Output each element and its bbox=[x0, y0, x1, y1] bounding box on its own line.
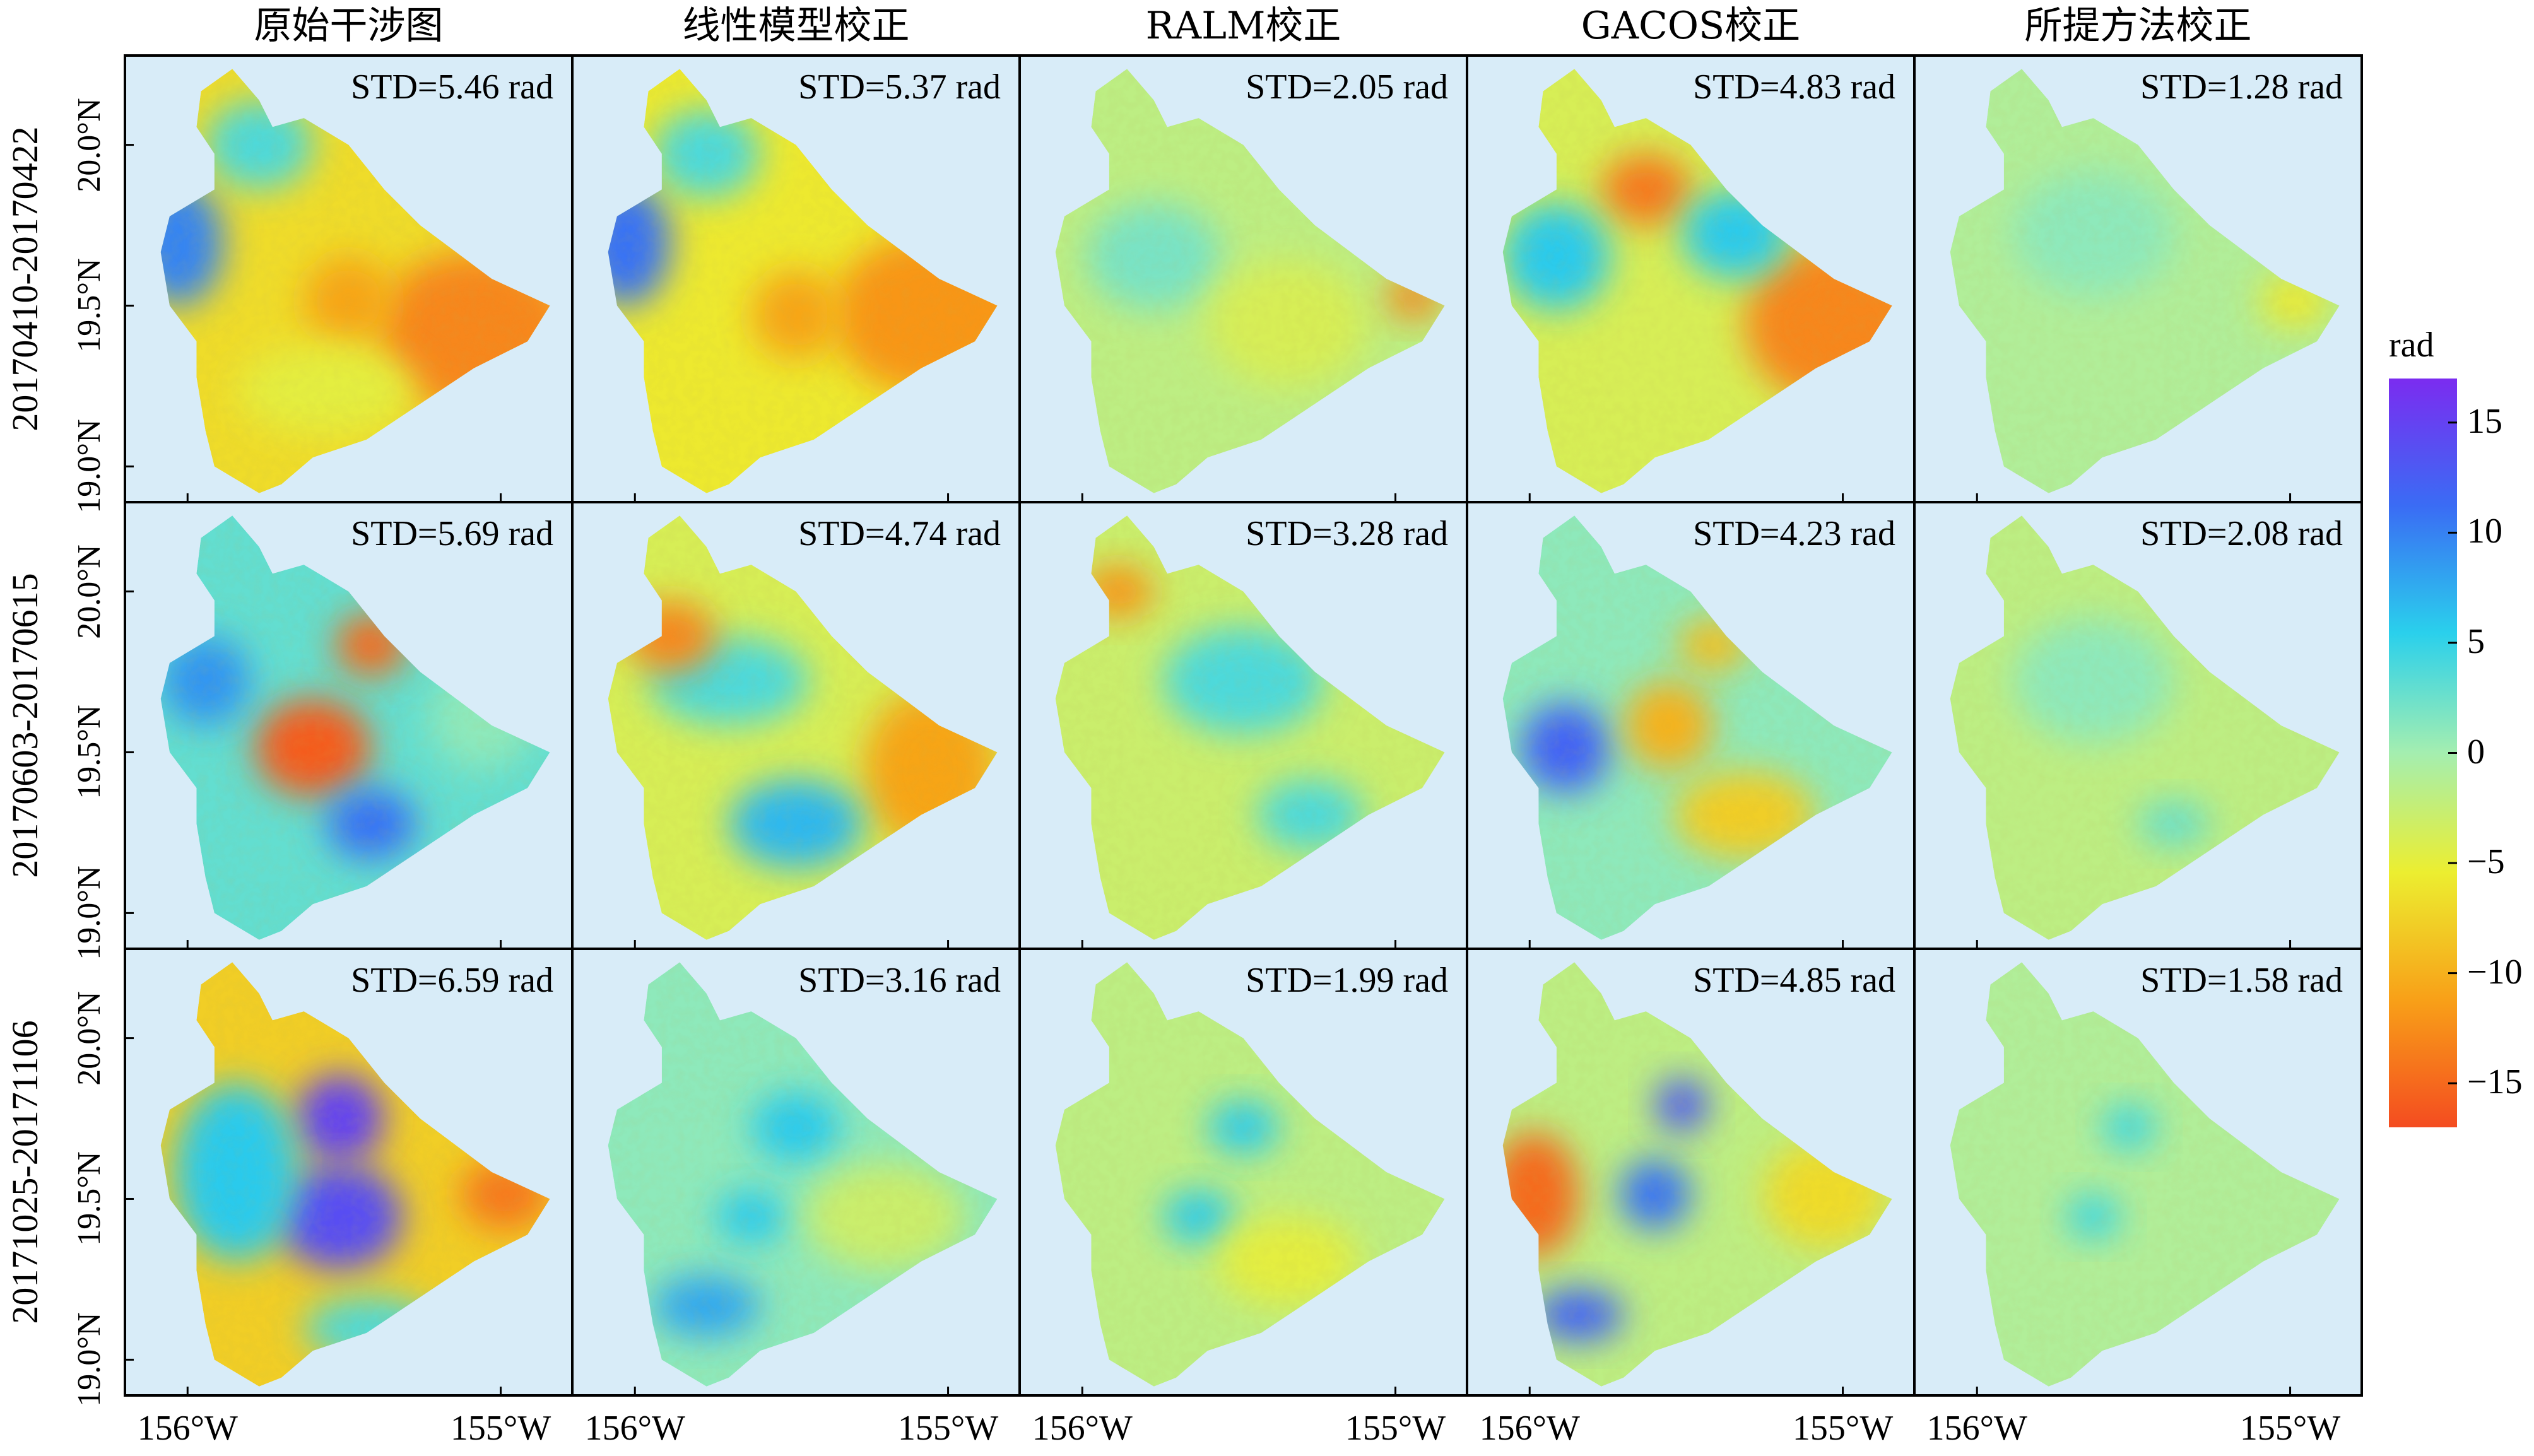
colorbar-tick-label: −10 bbox=[2467, 952, 2523, 992]
column-title: GACOS校正 bbox=[1581, 4, 1801, 48]
column-title: 所提方法校正 bbox=[2024, 4, 2252, 48]
x-tick-label: 155°W bbox=[2239, 1409, 2341, 1448]
std-label: STD=1.99 rad bbox=[1246, 961, 1448, 1000]
y-tick-label: 19.5°N bbox=[71, 1151, 107, 1247]
map-panel bbox=[1466, 54, 1916, 503]
map-panel bbox=[571, 54, 1021, 503]
map-panel bbox=[571, 501, 1021, 950]
colorbar-tick-label: −5 bbox=[2467, 842, 2505, 882]
x-tick-label: 156°W bbox=[1926, 1409, 2027, 1448]
row-label: 20170410-20170422 bbox=[4, 126, 45, 432]
map-panel bbox=[1466, 948, 1916, 1397]
y-tick-label: 19.0°N bbox=[71, 866, 107, 961]
x-tick-label: 155°W bbox=[1345, 1409, 1446, 1448]
map-panel bbox=[1466, 501, 1916, 950]
map-panel bbox=[124, 54, 574, 503]
std-label: STD=3.16 rad bbox=[798, 961, 1001, 1000]
map-panel bbox=[1018, 501, 1468, 950]
std-label: STD=3.28 rad bbox=[1246, 514, 1448, 553]
std-label: STD=5.37 rad bbox=[798, 68, 1001, 107]
y-tick-label: 20.0°N bbox=[71, 97, 107, 192]
map-panel bbox=[1913, 501, 2363, 950]
y-tick-label: 19.5°N bbox=[71, 705, 107, 800]
colorbar-unit-label: rad bbox=[2389, 326, 2434, 365]
x-tick-label: 155°W bbox=[450, 1409, 551, 1448]
x-tick-label: 156°W bbox=[1479, 1409, 1580, 1448]
y-tick-label: 19.0°N bbox=[71, 419, 107, 514]
std-label: STD=1.58 rad bbox=[2140, 961, 2343, 1000]
colorbar-tick-label: 10 bbox=[2467, 512, 2502, 551]
map-panel bbox=[1018, 948, 1468, 1397]
y-tick-label: 20.0°N bbox=[71, 544, 107, 639]
colorbar bbox=[2389, 379, 2457, 1127]
panel-frame bbox=[1913, 948, 2363, 1397]
x-tick-label: 156°W bbox=[137, 1409, 238, 1448]
colorbar-tick-label: 15 bbox=[2467, 401, 2502, 441]
std-label: STD=4.74 rad bbox=[798, 514, 1001, 553]
map-panel bbox=[124, 501, 574, 950]
map-panels bbox=[124, 54, 2363, 1397]
std-label: STD=5.46 rad bbox=[351, 68, 553, 107]
std-label: STD=5.69 rad bbox=[351, 514, 553, 553]
colorbar-tick-label: 0 bbox=[2467, 732, 2485, 772]
std-label: STD=2.05 rad bbox=[1246, 68, 1448, 107]
std-label: STD=1.28 rad bbox=[2140, 68, 2343, 107]
x-tick-label: 156°W bbox=[1032, 1409, 1133, 1448]
map-panel bbox=[1913, 948, 2363, 1397]
colorbar-tick-label: −15 bbox=[2467, 1062, 2523, 1102]
x-tick-label: 155°W bbox=[897, 1409, 999, 1448]
map-panel bbox=[1018, 54, 1468, 503]
std-label: STD=2.08 rad bbox=[2140, 514, 2343, 553]
column-title: 原始干涉图 bbox=[254, 4, 444, 48]
x-tick-label: 155°W bbox=[1792, 1409, 1894, 1448]
island-field bbox=[1502, 515, 1892, 940]
row-label: 20170603-20170615 bbox=[4, 573, 45, 878]
map-panel bbox=[124, 948, 574, 1397]
map-panel bbox=[571, 948, 1021, 1397]
colorbar-tick-label: 5 bbox=[2467, 621, 2485, 661]
column-title: RALM校正 bbox=[1145, 4, 1341, 48]
column-title: 线性模型校正 bbox=[682, 4, 910, 48]
y-tick-label: 19.0°N bbox=[71, 1312, 107, 1407]
map-panel bbox=[1913, 54, 2363, 503]
y-tick-label: 19.5°N bbox=[71, 258, 107, 353]
std-label: STD=4.23 rad bbox=[1693, 514, 1895, 553]
x-tick-label: 156°W bbox=[584, 1409, 685, 1448]
std-label: STD=4.83 rad bbox=[1693, 68, 1895, 107]
row-label: 20171025-20171106 bbox=[4, 1020, 45, 1324]
y-tick-label: 20.0°N bbox=[71, 990, 107, 1086]
std-label: STD=6.59 rad bbox=[351, 961, 553, 1000]
colorbar-gradient bbox=[2389, 379, 2457, 1127]
std-label: STD=4.85 rad bbox=[1693, 961, 1895, 1000]
